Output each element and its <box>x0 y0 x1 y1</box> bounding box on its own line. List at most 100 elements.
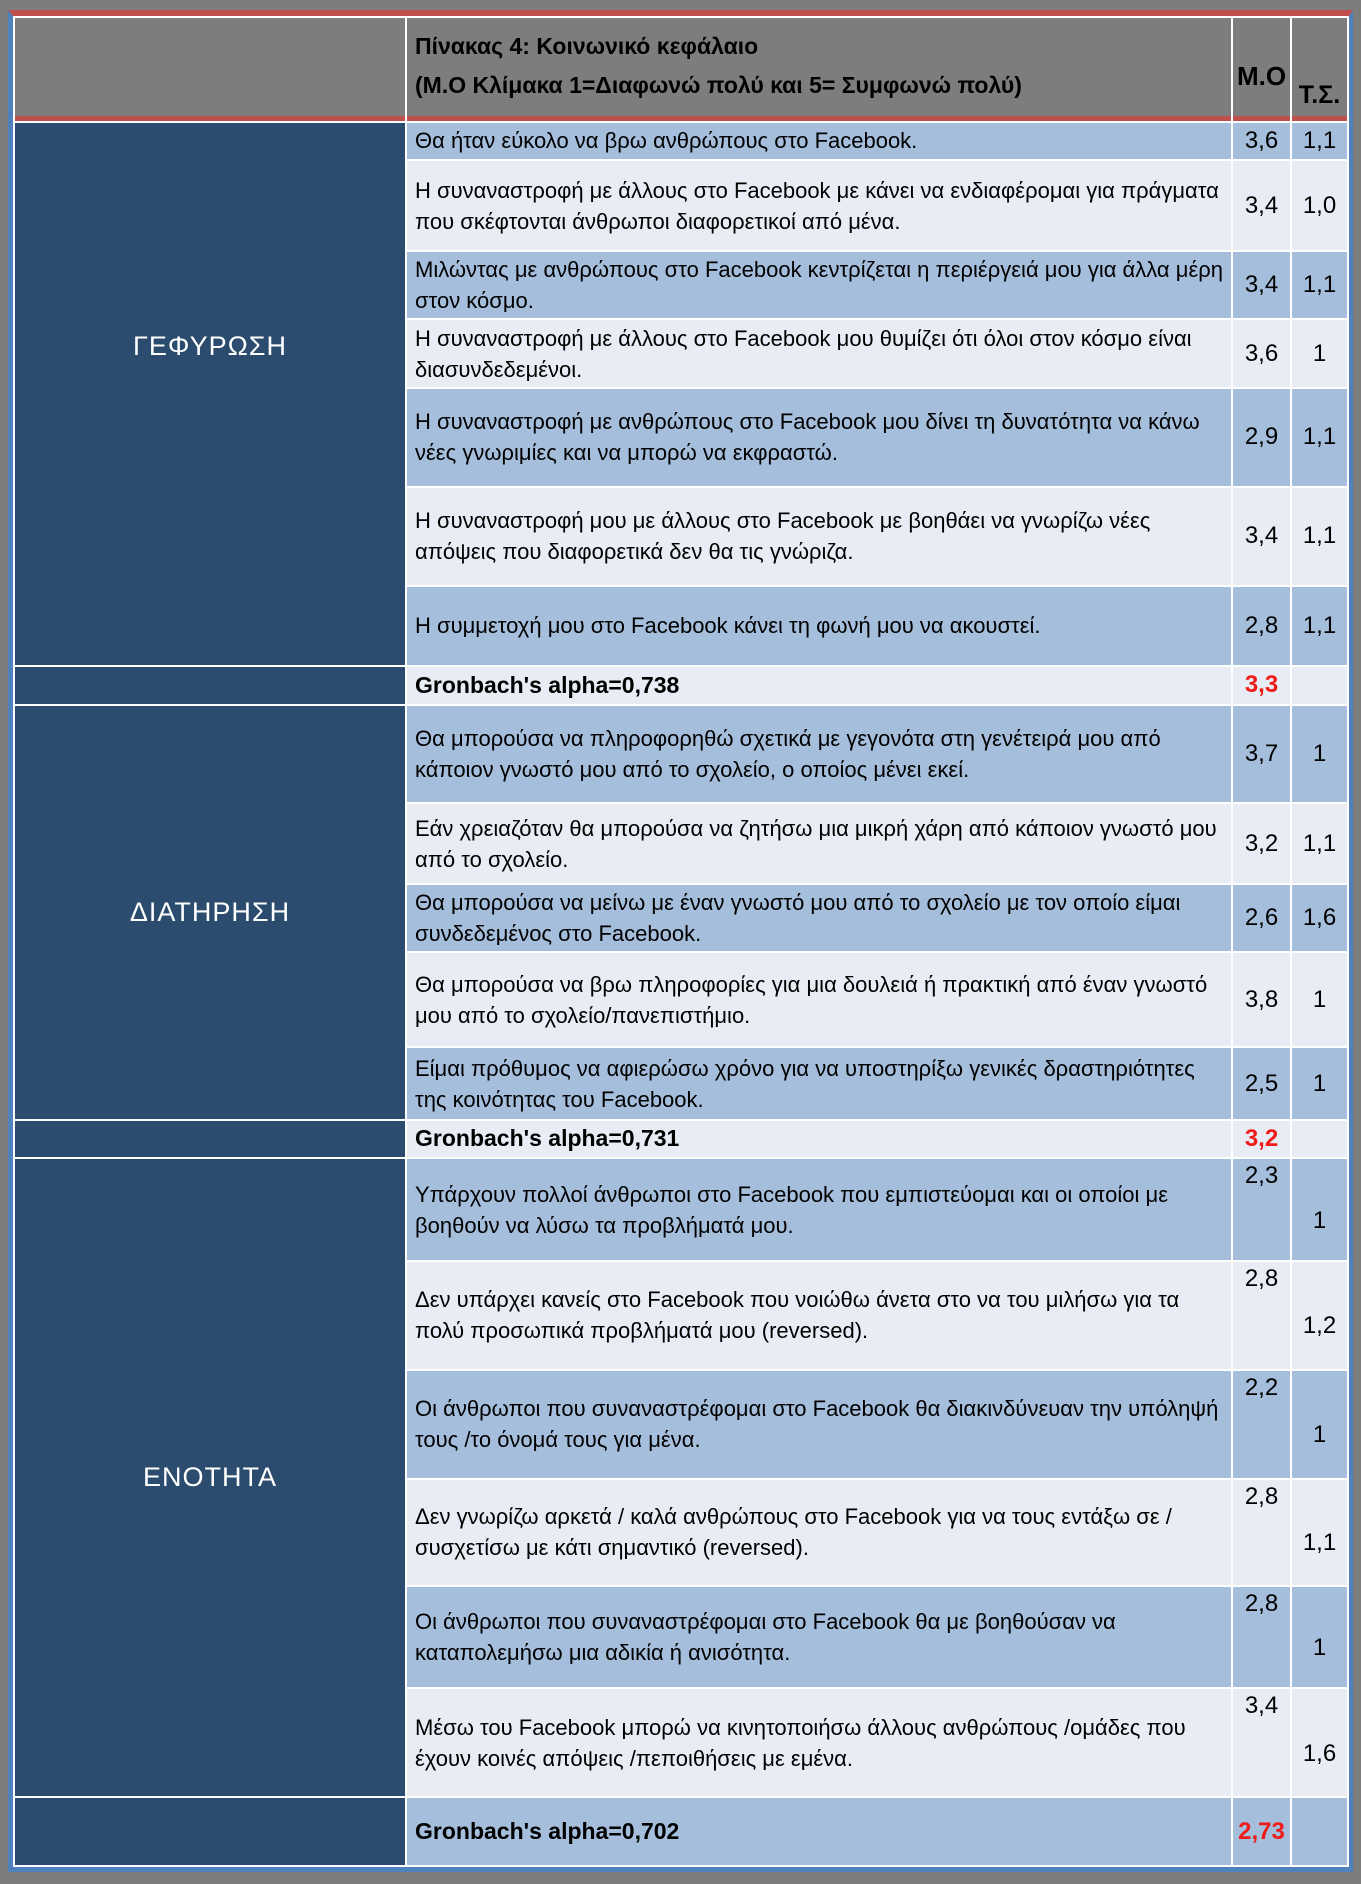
statement-text: Οι άνθρωποι που συναναστρέφομαι στο Face… <box>407 1370 1231 1478</box>
table-row: Οι άνθρωποι που συναναστρέφομαι στο Face… <box>15 1586 1347 1688</box>
table-row: Μιλώντας με ανθρώπους στο Facebook κεντρ… <box>15 251 1347 319</box>
statement-text: Θα ήταν εύκολο να βρω ανθρώπους στο Face… <box>407 122 1231 160</box>
statement-text: Μιλώντας με ανθρώπους στο Facebook κεντρ… <box>407 251 1231 319</box>
table-row: ΕΝΟΤΗΤΑ Υπάρχουν πολλοί άνθρωποι στο Fac… <box>15 1159 1347 1797</box>
table-row: Δεν γνωρίζω αρκετά / καλά ανθρώπους στο … <box>15 1479 1347 1585</box>
statement-text: Η συναναστροφή με ανθρώπους στο Facebook… <box>407 388 1231 486</box>
alpha-row: Gronbach's alpha=0,702 2,73 <box>15 1798 1347 1865</box>
mean-value: 2,9 <box>1233 388 1290 486</box>
table-row: ΓΕΦΥΡΩΣΗ Θα ήταν εύκολο να βρω ανθρώπους… <box>15 122 1347 666</box>
mean-value: 3,7 <box>1233 705 1290 803</box>
mean-value: 2,6 <box>1233 884 1290 952</box>
statement-text: Υπάρχουν πολλοί άνθρωποι στο Facebook πο… <box>407 1159 1231 1260</box>
statement-text: Δεν υπάρχει κανείς στο Facebook που νοιώ… <box>407 1261 1231 1369</box>
mean-value: 2,8 <box>1233 1479 1290 1585</box>
results-table: Πίνακας 4: Κοινωνικό κεφάλαιο (Μ.Ο Κλίμα… <box>13 16 1349 1867</box>
table-row: ΔΙΑΤΗΡΗΣΗ Θα μπορούσα να πληροφορηθώ σχε… <box>15 705 1347 1119</box>
mean-value: 3,8 <box>1233 953 1290 1047</box>
mean-value: 2,5 <box>1233 1048 1290 1119</box>
table-row: Θα μπορούσα να βρω πληροφορίες για μια δ… <box>15 953 1347 1047</box>
alpha-label: Gronbach's alpha=0,738 <box>407 667 1231 704</box>
sd-value: 1 <box>1292 320 1347 387</box>
mean-value: 3,4 <box>1233 1689 1290 1797</box>
mean-value: 3,6 <box>1233 320 1290 387</box>
sd-value: 1,1 <box>1292 1479 1347 1585</box>
sd-value: 1 <box>1292 1370 1347 1478</box>
category-label: ΕΝΟΤΗΤΑ <box>143 1462 277 1493</box>
sd-value: 1,6 <box>1292 1689 1347 1797</box>
table-row: Εάν χρειαζόταν θα μπορούσα να ζητήσω μια… <box>15 804 1347 883</box>
table-row: Μέσω του Facebook μπορώ να κινητοποιήσω … <box>15 1689 1347 1797</box>
alpha-label: Gronbach's alpha=0,702 <box>407 1798 1231 1865</box>
table-header-row: Πίνακας 4: Κοινωνικό κεφάλαιο (Μ.Ο Κλίμα… <box>15 18 1347 121</box>
mean-value: 3,2 <box>1233 804 1290 883</box>
mean-value: 2,8 <box>1233 1261 1290 1369</box>
category-label: ΔΙΑΤΗΡΗΣΗ <box>129 896 291 927</box>
sd-value: 1,0 <box>1292 161 1347 250</box>
category-spacer-cell <box>15 667 405 704</box>
mean-value: 2,8 <box>1233 1586 1290 1688</box>
alpha-label: Gronbach's alpha=0,731 <box>407 1120 1231 1158</box>
sd-value: 1 <box>1292 1048 1347 1119</box>
alpha-row: Gronbach's alpha=0,731 3,2 <box>15 1120 1347 1158</box>
table-title-line1: Πίνακας 4: Κοινωνικό κεφάλαιο <box>415 32 759 59</box>
category-spacer-cell <box>15 1120 405 1158</box>
mean-value: 2,3 <box>1233 1159 1290 1260</box>
mean-value: 3,4 <box>1233 487 1290 585</box>
table-row: Δεν υπάρχει κανείς στο Facebook που νοιώ… <box>15 1261 1347 1369</box>
table-row: Η συμμετοχή μου στο Facebook κάνει τη φω… <box>15 586 1347 666</box>
header-category-cell <box>15 18 405 121</box>
mean-value: 2,2 <box>1233 1370 1290 1478</box>
sd-value: 1 <box>1292 705 1347 803</box>
sd-value: 1 <box>1292 953 1347 1047</box>
statement-text: Μέσω του Facebook μπορώ να κινητοποιήσω … <box>407 1689 1231 1797</box>
mean-value: 2,8 <box>1233 586 1290 666</box>
statement-text: Θα μπορούσα να βρω πληροφορίες για μια δ… <box>407 953 1231 1047</box>
mean-value: 3,4 <box>1233 251 1290 319</box>
alpha-mean-value: 3,3 <box>1233 667 1290 704</box>
alpha-mean-value: 3,2 <box>1233 1120 1290 1158</box>
sd-value: 1 <box>1292 1586 1347 1688</box>
social-capital-table: Πίνακας 4: Κοινωνικό κεφάλαιο (Μ.Ο Κλίμα… <box>8 10 1353 1872</box>
alpha-row: Gronbach's alpha=0,738 3,3 <box>15 667 1347 704</box>
statement-text: Θα μπορούσα να πληροφορηθώ σχετικά με γε… <box>407 705 1231 803</box>
table-row: Η συναναστροφή με άλλους στο Facebook μο… <box>15 320 1347 387</box>
alpha-sd-empty <box>1292 1798 1347 1865</box>
table-title-line2: (Μ.Ο Κλίμακα 1=Διαφωνώ πολύ και 5= Συμφω… <box>415 71 1022 98</box>
sd-value: 1,2 <box>1292 1261 1347 1369</box>
statement-text: Η συναναστροφή μου με άλλους στο Faceboo… <box>407 487 1231 585</box>
statement-text: Είμαι πρόθυμος να αφιερώσω χρόνο για να … <box>407 1048 1231 1119</box>
table-row: Οι άνθρωποι που συναναστρέφομαι στο Face… <box>15 1370 1347 1478</box>
statement-text: Η συναναστροφή με άλλους στο Facebook μο… <box>407 320 1231 387</box>
table-row: Η συναναστροφή μου με άλλους στο Faceboo… <box>15 487 1347 585</box>
sd-value: 1,1 <box>1292 122 1347 160</box>
mean-value: 3,4 <box>1233 161 1290 250</box>
sd-value: 1,1 <box>1292 251 1347 319</box>
statement-text: Η συναναστροφή με άλλους στο Facebook με… <box>407 161 1231 250</box>
sd-value: 1,1 <box>1292 586 1347 666</box>
sd-value: 1,1 <box>1292 804 1347 883</box>
table-row: Η συναναστροφή με ανθρώπους στο Facebook… <box>15 388 1347 486</box>
category-spacer-cell <box>15 1798 405 1865</box>
column-header-mean: Μ.Ο <box>1233 18 1290 121</box>
alpha-mean-value: 2,73 <box>1233 1798 1290 1865</box>
statement-text: Οι άνθρωποι που συναναστρέφομαι στο Face… <box>407 1586 1231 1688</box>
sd-value: 1 <box>1292 1159 1347 1260</box>
statement-text: Η συμμετοχή μου στο Facebook κάνει τη φω… <box>407 586 1231 666</box>
alpha-sd-empty <box>1292 667 1347 704</box>
table-title: Πίνακας 4: Κοινωνικό κεφάλαιο (Μ.Ο Κλίμα… <box>407 18 1231 121</box>
category-cell-diatirisi: ΔΙΑΤΗΡΗΣΗ <box>15 705 405 1119</box>
sd-value: 1,1 <box>1292 388 1347 486</box>
table-row: Η συναναστροφή με άλλους στο Facebook με… <box>15 161 1347 250</box>
table-row: Είμαι πρόθυμος να αφιερώσω χρόνο για να … <box>15 1048 1347 1119</box>
statement-text: Θα μπορούσα να μείνω με έναν γνωστό μου … <box>407 884 1231 952</box>
sd-value: 1,1 <box>1292 487 1347 585</box>
table-row: Θα μπορούσα να μείνω με έναν γνωστό μου … <box>15 884 1347 952</box>
category-cell-gefyrosi: ΓΕΦΥΡΩΣΗ <box>15 122 405 666</box>
mean-value: 3,6 <box>1233 122 1290 160</box>
column-header-sd: Τ.Σ. <box>1292 18 1347 121</box>
category-cell-enotita: ΕΝΟΤΗΤΑ <box>15 1159 405 1797</box>
alpha-sd-empty <box>1292 1120 1347 1158</box>
category-label: ΓΕΦΥΡΩΣΗ <box>133 330 287 361</box>
